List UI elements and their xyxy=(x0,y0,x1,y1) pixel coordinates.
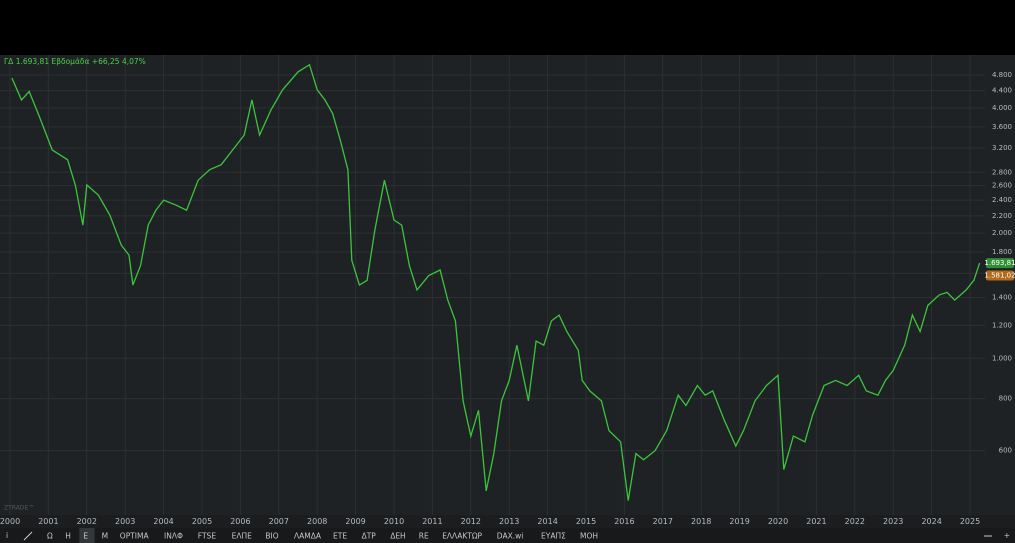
toolbar-item[interactable]: ΔΤΡ xyxy=(362,532,377,541)
x-tick-label: 2004 xyxy=(153,517,173,526)
price-marker-label: 1.581,02 xyxy=(984,272,1015,280)
toolbar-item[interactable]: ΔΕΗ xyxy=(390,532,406,541)
x-tick-label: 2020 xyxy=(768,517,788,526)
y-tick-label: 2.600 xyxy=(992,182,1012,190)
toolbar-item[interactable]: ΕΛΛΑΚΤΩΡ xyxy=(442,532,482,541)
y-tick-label: 2.200 xyxy=(992,212,1012,220)
x-tick-label: 2007 xyxy=(269,517,289,526)
y-tick-label: 600 xyxy=(999,447,1012,455)
y-tick-label: 1.200 xyxy=(992,321,1012,329)
y-tick-label: 800 xyxy=(999,395,1012,403)
x-tick-label: 2018 xyxy=(691,517,711,526)
toolbar-item[interactable]: RE xyxy=(419,532,429,541)
toolbar-item[interactable]: ΕΤΕ xyxy=(333,532,347,541)
instrument-header: ΓΔ 1.693,81 Εβδομάδα +66,25 4,07% xyxy=(4,57,146,66)
y-tick-label: 4.400 xyxy=(992,87,1012,95)
x-tick-label: 2009 xyxy=(345,517,365,526)
y-tick-label: 1.000 xyxy=(992,354,1012,362)
x-tick-label: 2001 xyxy=(38,517,58,526)
y-tick-label: 2.800 xyxy=(992,168,1012,176)
toolbar-item[interactable]: Ω xyxy=(47,532,53,541)
toolbar-item[interactable]: ΙΝΛΦ xyxy=(164,532,183,541)
toolbar-item[interactable]: Ε xyxy=(83,532,88,541)
watermark: ZTRADE™ xyxy=(4,505,34,512)
y-tick-label: 3.200 xyxy=(992,144,1012,152)
toolbar-item[interactable]: Η xyxy=(65,532,71,541)
y-tick-label: 1.800 xyxy=(992,248,1012,256)
toolbar-item[interactable]: ΛΑΜΔΑ xyxy=(294,532,322,541)
x-tick-label: 2024 xyxy=(921,517,941,526)
toolbar-item[interactable]: OPTIMA xyxy=(120,532,150,541)
toolbar-item[interactable]: DAX.wi xyxy=(497,532,524,541)
toolbar-item[interactable]: ΒΙΟ xyxy=(265,532,278,541)
x-tick-label: 2002 xyxy=(77,517,97,526)
x-tick-label: 2017 xyxy=(653,517,673,526)
x-tick-label: 2014 xyxy=(537,517,557,526)
x-tick-label: 2021 xyxy=(806,517,826,526)
toolbar xyxy=(0,528,1015,543)
y-tick-label: 1.400 xyxy=(992,294,1012,302)
x-tick-label: 2023 xyxy=(883,517,903,526)
x-tick-label: 2003 xyxy=(115,517,135,526)
x-tick-label: 2008 xyxy=(307,517,327,526)
x-tick-label: 2006 xyxy=(230,517,250,526)
price-marker-box xyxy=(986,270,1014,281)
x-tick-label: 2010 xyxy=(384,517,404,526)
x-tick-label: 2012 xyxy=(461,517,481,526)
toolbar-item[interactable]: FTSE xyxy=(198,532,217,541)
x-tick-label: 2015 xyxy=(576,517,596,526)
x-tick-label: 2022 xyxy=(845,517,865,526)
top-band xyxy=(0,0,1015,55)
x-tick-label: 2000 xyxy=(0,517,20,526)
grid xyxy=(0,55,985,515)
x-tick-label: 2011 xyxy=(422,517,442,526)
y-tick-label: 3.600 xyxy=(992,123,1012,131)
toolbar-item[interactable]: Μ xyxy=(102,532,108,541)
axes: 2000 2001 2002 2003 2004 2005 2006 2007 2008 2009… xyxy=(0,71,1015,526)
toolbar-item[interactable]: ΕΥΑΠΣ xyxy=(541,532,566,541)
x-tick-label: 2019 xyxy=(729,517,749,526)
zoom-in[interactable]: + xyxy=(1004,531,1010,540)
x-tick-label: 2025 xyxy=(960,517,980,526)
toolbar-item[interactable]: ΜΟΗ xyxy=(580,532,598,541)
draw-icon[interactable] xyxy=(23,531,33,541)
plot xyxy=(11,63,981,501)
x-tick-label: 2013 xyxy=(499,517,519,526)
price-line xyxy=(11,63,981,501)
toolbar-item[interactable]: ΕΛΠΕ xyxy=(232,532,253,541)
y-tick-label: 4.000 xyxy=(992,104,1012,112)
y-tick-label: 2.400 xyxy=(992,196,1012,204)
y-tick-label: 2.000 xyxy=(992,229,1012,237)
info-icon[interactable]: i xyxy=(6,531,8,540)
x-tick-label: 2016 xyxy=(614,517,634,526)
chart-background xyxy=(0,55,1015,515)
toolbar-active xyxy=(79,528,95,543)
price-marker-label: 1.693,81 xyxy=(984,259,1015,267)
x-tick-label: 2005 xyxy=(192,517,212,526)
y-tick-label: 4.800 xyxy=(992,71,1012,79)
x-axis-band xyxy=(0,515,1015,528)
price-marker-box xyxy=(986,258,1014,269)
toolbar-items: Ω Η Ε Μ OPTIMA ΙΝΛΦ FTSE ΕΛΠΕ ΒΙΟ ΛΑΜΔΑ ΕΤΕ ΔΤΡ ΔΕΗ R… xyxy=(47,528,598,543)
